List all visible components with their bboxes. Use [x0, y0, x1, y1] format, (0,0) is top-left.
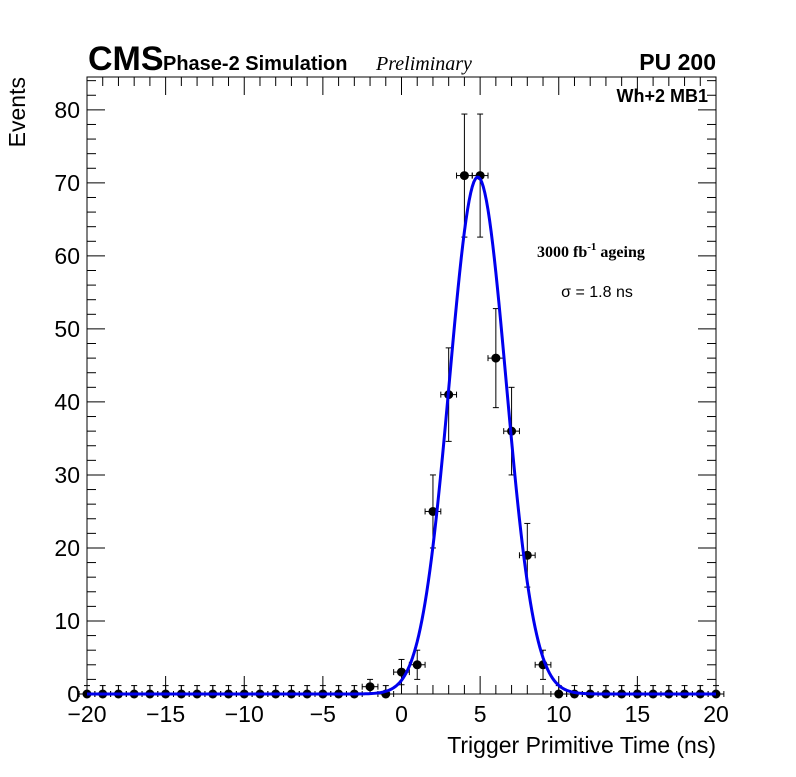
data-point: [157, 685, 174, 699]
point-marker: [554, 689, 564, 699]
x-tick-label: 5: [474, 701, 487, 727]
data-point: [691, 685, 709, 699]
data-point: [644, 685, 662, 699]
x-tick-label: 0: [395, 701, 408, 727]
data-point: [267, 685, 285, 699]
data-point: [141, 685, 159, 699]
y-axis-title: Events: [4, 77, 30, 147]
data-point: [172, 685, 190, 699]
point-marker: [365, 682, 375, 692]
preliminary-label: Preliminary: [375, 53, 472, 75]
data-points: [78, 113, 725, 699]
data-point: [125, 685, 143, 699]
data-point: [188, 685, 206, 699]
point-marker: [491, 353, 501, 363]
x-tick-label: 10: [546, 701, 572, 727]
data-point: [518, 522, 536, 588]
y-tick-label: 20: [54, 535, 80, 561]
y-tick-label: 60: [54, 243, 80, 269]
data-point: [314, 685, 332, 699]
chamber-label: Wh+2 MB1: [616, 86, 708, 106]
data-point: [298, 685, 316, 699]
plot-frame: [86, 76, 717, 695]
data-point: [629, 685, 646, 699]
data-point: [676, 685, 693, 699]
ageing-label: 3000 fb-1 ageing: [537, 241, 645, 261]
ageing-value: 3000 fb: [537, 244, 587, 261]
ageing-suffix: ageing: [596, 244, 644, 261]
x-tick-label: 20: [703, 701, 729, 727]
y-tick-label: 0: [67, 681, 80, 707]
y-tick-label: 50: [54, 316, 80, 342]
y-tick-label: 70: [54, 170, 80, 196]
resolution-label: σ = 1.8 ns: [561, 284, 633, 301]
data-point: [471, 113, 489, 238]
data-point: [283, 685, 300, 699]
x-tick-label: −5: [310, 701, 336, 727]
x-tick-label: 15: [625, 701, 651, 727]
x-tick-label: −10: [225, 701, 264, 727]
x-axis-title: Trigger Primitive Time (ns): [447, 732, 716, 758]
data-point: [613, 685, 631, 699]
data-point: [408, 649, 426, 680]
ageing-exponent: -1: [587, 241, 596, 253]
data-point: [78, 685, 96, 699]
data-point: [235, 685, 253, 699]
y-tick-label: 80: [54, 97, 80, 123]
x-tick-label: −15: [146, 701, 185, 727]
data-point: [94, 685, 112, 699]
data-point: [581, 685, 599, 699]
point-marker: [459, 171, 469, 181]
point-marker: [412, 660, 422, 670]
data-point: [487, 308, 505, 409]
data-point: [345, 685, 363, 699]
y-tick-label: 10: [54, 608, 80, 634]
y-tick-label: 30: [54, 462, 80, 488]
axis-tick-labels: −20 −15 −10 −5 0 5 10 15 20 0 10 20 30 40 50 60 70 80: [54, 97, 728, 727]
data-point: [220, 685, 237, 699]
data-point: [707, 685, 725, 699]
x-tick-label: −20: [67, 701, 106, 727]
data-point: [251, 685, 269, 699]
pileup-label: PU 200: [639, 49, 716, 75]
fit-curve: [87, 175, 716, 696]
data-point: [456, 113, 473, 238]
data-point: [660, 685, 678, 699]
cms-label: CMS: [88, 40, 164, 78]
axis-ticks: [86, 77, 717, 695]
data-point: [330, 685, 347, 699]
data-point: [597, 685, 615, 699]
y-tick-label: 40: [54, 389, 80, 415]
data-point: [204, 685, 222, 699]
data-point: [110, 685, 127, 699]
simulation-label: Phase-2 Simulation: [163, 53, 348, 75]
